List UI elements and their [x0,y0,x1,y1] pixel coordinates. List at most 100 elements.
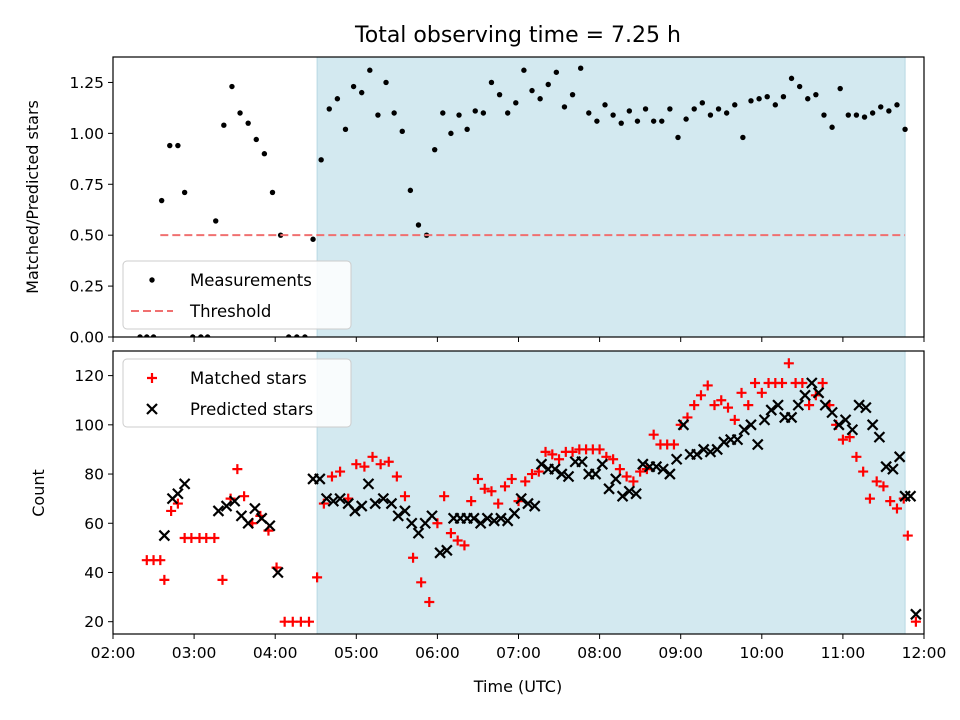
matched-star-marker [614,464,625,475]
matched-star-marker [391,471,402,482]
predicted-star-marker [806,377,818,389]
predicted-star-marker [576,455,588,468]
plot-area [137,65,908,337]
matched-star-marker [375,459,386,470]
predicted-star-marker [369,497,382,510]
measurement-point [326,106,332,112]
matched-star-marker [540,446,551,457]
measurement-point [764,94,770,100]
y-tick-label: 0.25 [69,278,104,296]
matched-star-marker [383,456,394,467]
matched-star-marker [351,459,362,470]
x-tick-label: 07:00 [496,644,541,662]
matched-star-marker [416,577,427,588]
measurement-point [375,112,381,118]
matched-star-marker [783,358,794,369]
matched-star-marker [756,387,767,398]
predicted-star-marker [412,527,425,539]
top-panel: 0.00 0.25 0.50 0.75 1.00 1.25 Measurements Thre… [69,56,925,347]
predicted-star-marker [904,490,917,502]
predicted-star-marker [826,406,838,419]
measurement-point [350,83,357,90]
predicted-star-marker [670,453,683,466]
matched-star-marker [750,377,761,388]
matched-star-marker [155,555,166,566]
matched-star-marker [594,444,605,455]
predicted-star-marker [549,463,561,475]
predicted-star-marker [355,500,368,512]
matched-star-marker [695,390,706,401]
measurement-point [496,91,503,98]
measurement-point [845,112,852,118]
matched-star-marker [452,535,463,546]
predicted-star-marker [799,389,811,402]
predicted-star-marker [334,492,346,505]
matched-star-marker [567,446,578,457]
measurement-point [667,106,673,112]
measurement-point [334,96,341,102]
x-tick-label: 04:00 [253,644,298,662]
matched-star-marker [621,471,632,482]
matched-star-marker [910,616,921,627]
measurement-point [175,142,181,149]
x-tick-label: 03:00 [172,644,217,662]
measurement-point [204,334,211,337]
measurement-point [464,126,470,132]
top-y-axis-label: Matched/Predicted stars [23,100,42,294]
predicted-star-marker [650,460,663,473]
predicted-star-marker [738,423,751,436]
measurement-point [137,334,143,337]
predicted-star-marker [758,414,771,426]
matched-star-marker [159,574,170,585]
predicted-star-marker [327,495,340,507]
predicted-star-marker [873,431,886,443]
predicted-star-marker [880,460,892,473]
measurement-point [294,334,300,337]
measurement-point [521,67,527,73]
matched-star-marker [851,451,862,462]
measurement-point [691,106,697,112]
predicted-star-marker [481,512,494,525]
measurement-point [167,142,173,149]
matched-star-marker [864,493,875,504]
matched-star-marker [486,486,497,497]
predicted-star-marker [718,436,730,448]
legend-label: Matched stars [190,369,307,388]
matched-star-marker [472,473,483,484]
x-tick-label: 09:00 [658,644,703,662]
measurement-point [659,118,665,124]
matched-star-marker [871,476,882,487]
legend-box [122,260,352,330]
x-tick-label: 06:00 [415,644,460,662]
measurement-point [869,110,876,116]
measurement-point [529,87,535,94]
measurement-point [837,85,843,92]
matched-star-marker [459,540,470,551]
y-tick-label: 1.00 [69,125,104,143]
bottom-y-axis-label: Count [29,469,48,517]
legend: Measurements Threshold [122,260,352,330]
matched-star-marker [743,400,754,411]
matched-star-marker [729,414,740,425]
measurement-point [198,334,204,337]
matched-star-marker [547,449,558,460]
measurement-point [440,110,446,116]
legend-matched-swatch [147,373,157,383]
measurement-point [545,81,551,88]
matched-star-marker [303,616,314,627]
predicted-star-marker [488,515,500,527]
matched-star-marker [702,380,713,391]
predicted-star-marker [866,419,879,431]
matched-star-marker [858,466,869,477]
matched-star-marker [527,469,538,480]
measurement-point [150,334,157,337]
measurement-point [253,136,259,143]
legend-predicted-swatch [146,403,158,415]
matched-star-marker [499,481,510,492]
measurement-point [748,98,754,104]
y-tick-label: 80 [84,466,104,484]
predicted-star-marker [704,446,717,458]
legend: Matched stars Predicted stars [122,358,352,428]
predicted-star-marker [468,512,480,525]
measurement-point [650,118,657,124]
